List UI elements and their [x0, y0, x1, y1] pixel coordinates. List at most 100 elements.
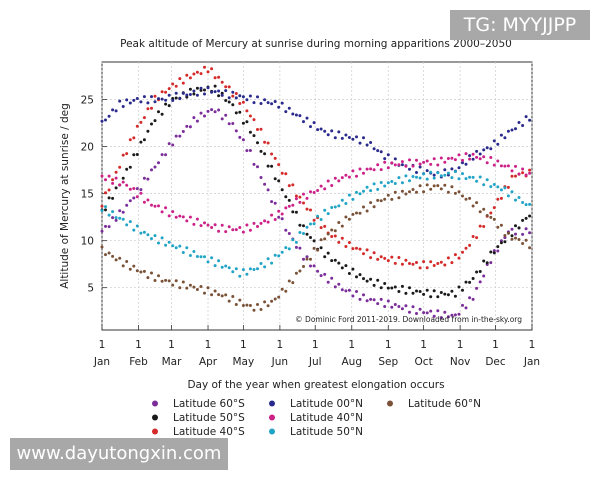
data-point [298, 246, 302, 250]
legend-item: Latitude 60°S [152, 398, 245, 410]
data-point [425, 183, 429, 187]
data-point [111, 196, 115, 200]
data-point [393, 163, 397, 167]
data-point [461, 158, 464, 162]
data-point [347, 217, 351, 221]
data-point [471, 235, 475, 238]
data-point [485, 161, 489, 165]
data-point [372, 283, 376, 287]
data-point [157, 110, 160, 114]
data-point [510, 234, 514, 238]
data-point [185, 95, 189, 99]
data-point [298, 269, 302, 273]
data-point [220, 294, 224, 298]
data-point [287, 106, 291, 110]
legend-label: Latitude 60°N [408, 398, 481, 410]
data-point [305, 232, 309, 236]
data-point [446, 315, 450, 319]
data-point [195, 70, 199, 74]
data-point [181, 280, 185, 284]
data-point [146, 101, 150, 105]
data-point [157, 274, 160, 278]
data-point [390, 286, 394, 290]
data-point [485, 146, 489, 150]
watermark-bottom: www.dayutongxin.com [10, 438, 228, 470]
data-point [217, 259, 221, 263]
data-point [174, 96, 178, 100]
data-point [365, 299, 369, 303]
data-point [263, 265, 267, 269]
data-point [192, 89, 196, 93]
data-point [521, 218, 525, 222]
data-point [266, 304, 270, 308]
data-point [506, 164, 510, 168]
data-point [347, 136, 351, 139]
data-point [114, 218, 118, 222]
legend-item: Latitude 60°N [387, 398, 481, 410]
data-point [425, 266, 429, 270]
chart-title: Peak altitude of Mercury at sunrise duri… [120, 38, 512, 50]
x-axis-ticks: 1 Jan 1 Feb 1 Mar 1 Apr 1 May 1 Jun 1 Jul 1 Aug 1 Sep 1 Oct… [93, 325, 540, 368]
x-tick-label-month: Sep [378, 356, 398, 368]
data-point [376, 149, 380, 153]
data-point [217, 94, 221, 98]
data-point [160, 112, 164, 116]
data-point [259, 221, 263, 225]
x-tick-label-month: Jan [93, 356, 110, 368]
data-point [287, 247, 291, 251]
data-point [178, 134, 182, 138]
data-point [323, 129, 327, 133]
data-point [174, 279, 178, 283]
data-point [379, 150, 383, 154]
data-point [100, 245, 104, 249]
data-point [475, 236, 479, 240]
data-point [404, 164, 408, 168]
data-point [411, 291, 415, 295]
data-point [347, 272, 351, 275]
data-point [160, 210, 164, 214]
data-point [171, 99, 175, 102]
data-point [475, 286, 479, 290]
data-point [408, 158, 411, 162]
data-point [309, 257, 312, 261]
data-point [104, 253, 107, 257]
data-point [309, 125, 312, 129]
data-point [238, 94, 242, 98]
data-point [446, 157, 450, 160]
data-point [192, 116, 196, 120]
data-point [355, 275, 358, 279]
data-point [362, 136, 365, 140]
data-point [528, 168, 532, 172]
data-point [135, 269, 139, 273]
data-point [319, 246, 323, 250]
data-point [446, 190, 450, 194]
data-point [227, 266, 231, 270]
data-point [181, 91, 185, 95]
data-point [376, 278, 380, 282]
data-point [386, 193, 390, 197]
data-point [475, 149, 479, 153]
data-point [210, 226, 214, 229]
data-point [125, 223, 129, 227]
data-point [245, 149, 249, 153]
data-point [418, 176, 422, 180]
data-point [446, 293, 450, 297]
data-point [150, 122, 153, 126]
data-point [326, 251, 330, 255]
data-point [358, 167, 362, 171]
legend-item: Latitude 50°S [152, 412, 245, 424]
data-point [291, 203, 295, 207]
legend-marker [152, 400, 158, 407]
data-point [160, 279, 164, 283]
data-point [210, 108, 214, 112]
data-point [294, 245, 298, 249]
data-point [252, 268, 256, 271]
data-point [358, 247, 362, 251]
data-point [287, 232, 291, 235]
data-point [425, 288, 429, 292]
legend-label: Latitude 50°N [290, 426, 363, 438]
data-point [248, 94, 252, 98]
data-point [291, 183, 295, 187]
data-point [248, 130, 252, 134]
